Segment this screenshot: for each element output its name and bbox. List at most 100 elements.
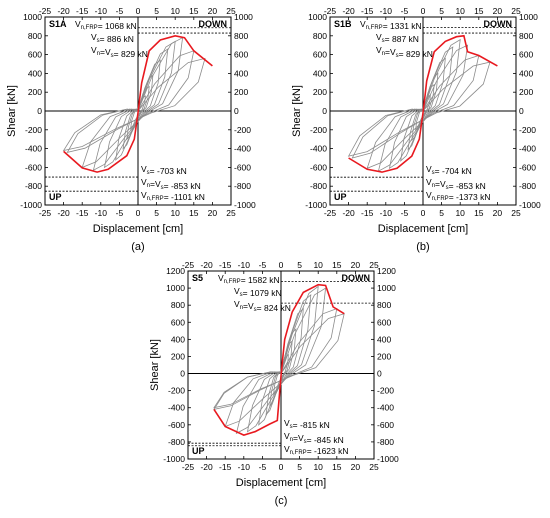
x-tick-label-top: -5	[116, 6, 124, 16]
y-tick-label: 0	[322, 106, 327, 116]
hysteresis-cycle	[81, 36, 184, 169]
y-tick-label-right: 400	[234, 68, 248, 78]
x-tick-label: 0	[279, 462, 284, 472]
y-tick-label-right: 0	[519, 106, 524, 116]
x-tick-label: -15	[361, 208, 374, 218]
y-tick-label-right: 1000	[234, 12, 253, 22]
annotation-top: Vn,FRP= 1582 kN	[218, 273, 280, 285]
y-tick-label-right: 0	[377, 369, 382, 379]
x-tick-label-top: 10	[313, 260, 323, 270]
annotation-top: Vn,FRP= 1331 kN	[360, 19, 422, 31]
y-tick-label: 1200	[166, 266, 185, 276]
annotation-bottom: Vn,FRP= -1101 kN	[141, 190, 205, 202]
hysteresis-cycle	[224, 287, 327, 428]
hysteresis-cycle	[377, 38, 461, 172]
x-tick-label: 0	[136, 208, 141, 218]
y-tick-label: 800	[171, 300, 185, 310]
annotation-bottom: Vn=Vs= -853 kN	[141, 177, 201, 191]
panel-label: (a)	[131, 241, 144, 253]
panel-label: (c)	[275, 495, 288, 507]
corner-label-down: DOWN	[199, 19, 228, 29]
x-tick-label-top: -25	[182, 260, 195, 270]
annotation-top: Vn,FRP= 1068 kN	[75, 19, 137, 31]
annotation-top: Vn=Vs= 824 kN	[234, 299, 291, 313]
x-tick-label: 10	[313, 462, 323, 472]
x-tick-label-top: 10	[170, 6, 180, 16]
x-tick-label: -10	[380, 208, 393, 218]
y-tick-label-right: -800	[519, 181, 536, 191]
y-tick-label: -1000	[163, 454, 185, 464]
y-tick-label: -200	[168, 386, 185, 396]
y-tick-label-right: -600	[377, 420, 394, 430]
x-tick-label-top: 15	[474, 6, 484, 16]
y-tick-label-right: 1000	[377, 283, 396, 293]
annotation-bottom: Vn,FRP= -1373 kN	[426, 190, 491, 202]
y-tick-label: -400	[310, 144, 327, 154]
x-tick-label: -25	[39, 208, 52, 218]
x-tick-label: 20	[208, 208, 218, 218]
specimen-label: S1B	[334, 19, 352, 29]
y-tick-label: -200	[310, 125, 327, 135]
y-tick-label-right: -200	[519, 125, 536, 135]
y-tick-label: -600	[168, 420, 185, 430]
y-tick-label: -200	[25, 125, 42, 135]
annotation-bottom: Vs= -703 kN	[141, 164, 187, 176]
x-tick-label: 10	[455, 208, 465, 218]
y-tick-label: -600	[25, 162, 42, 172]
y-tick-label: 200	[313, 87, 327, 97]
y-tick-label: 1000	[23, 12, 42, 22]
corner-label-down: DOWN	[342, 273, 371, 283]
x-tick-label-top: 5	[297, 260, 302, 270]
x-tick-label: 20	[351, 462, 361, 472]
corner-label-up: UP	[334, 192, 347, 202]
y-tick-label: -600	[310, 162, 327, 172]
annotation-bottom: Vs= -815 kN	[284, 418, 330, 430]
y-tick-label: 0	[180, 369, 185, 379]
corner-label-up: UP	[192, 446, 205, 456]
y-tick-label-right: 800	[234, 31, 248, 41]
annotation-top: Vs= 1079 kN	[234, 286, 282, 298]
y-tick-label-right: 1000	[519, 12, 538, 22]
x-tick-label-top: -20	[342, 6, 355, 16]
x-tick-label-top: -25	[324, 6, 337, 16]
y-tick-label: -400	[25, 144, 42, 154]
x-tick-label: -25	[324, 208, 337, 218]
y-tick-label-right: -600	[234, 162, 251, 172]
x-tick-label: 5	[439, 208, 444, 218]
x-tick-label-top: 0	[421, 6, 426, 16]
x-tick-label-top: -10	[95, 6, 108, 16]
chart-S5: -25 -25 -20 -20 -15 -15 -10 -10 -5 -5 0 0 5 5 10 10 15 15…	[149, 260, 399, 507]
x-tick-label: -10	[95, 208, 108, 218]
corner-label-down: DOWN	[484, 19, 513, 29]
x-tick-label: 5	[154, 208, 159, 218]
x-axis-label: Displacement [cm]	[236, 477, 326, 489]
x-tick-label-top: -10	[380, 6, 393, 16]
x-tick-label: -15	[76, 208, 89, 218]
x-axis-label: Displacement [cm]	[93, 223, 183, 235]
x-tick-label-top: -15	[219, 260, 232, 270]
y-tick-label-right: 600	[234, 50, 248, 60]
y-tick-label: 400	[313, 68, 327, 78]
x-tick-label: -25	[182, 462, 195, 472]
y-tick-label-right: 400	[377, 334, 391, 344]
y-tick-label: -1000	[20, 200, 42, 210]
y-tick-label: 0	[37, 106, 42, 116]
y-tick-label-right: -600	[519, 162, 536, 172]
hysteresis-loops	[347, 38, 491, 172]
hysteresis-cycle	[92, 40, 176, 171]
x-tick-label-top: 25	[369, 260, 379, 270]
x-tick-label: -5	[116, 208, 124, 218]
x-tick-label: -20	[57, 208, 70, 218]
y-axis-label: Shear [kN]	[149, 339, 161, 391]
y-tick-label: 400	[28, 68, 42, 78]
x-tick-label-top: 0	[136, 6, 141, 16]
y-tick-label: 800	[28, 31, 42, 41]
x-tick-label-top: 20	[351, 260, 361, 270]
y-tick-label-right: 1200	[377, 266, 396, 276]
x-tick-label-top: 15	[332, 260, 342, 270]
x-tick-label: 0	[421, 208, 426, 218]
x-tick-label-top: 20	[208, 6, 218, 16]
x-tick-label-top: 15	[189, 6, 199, 16]
